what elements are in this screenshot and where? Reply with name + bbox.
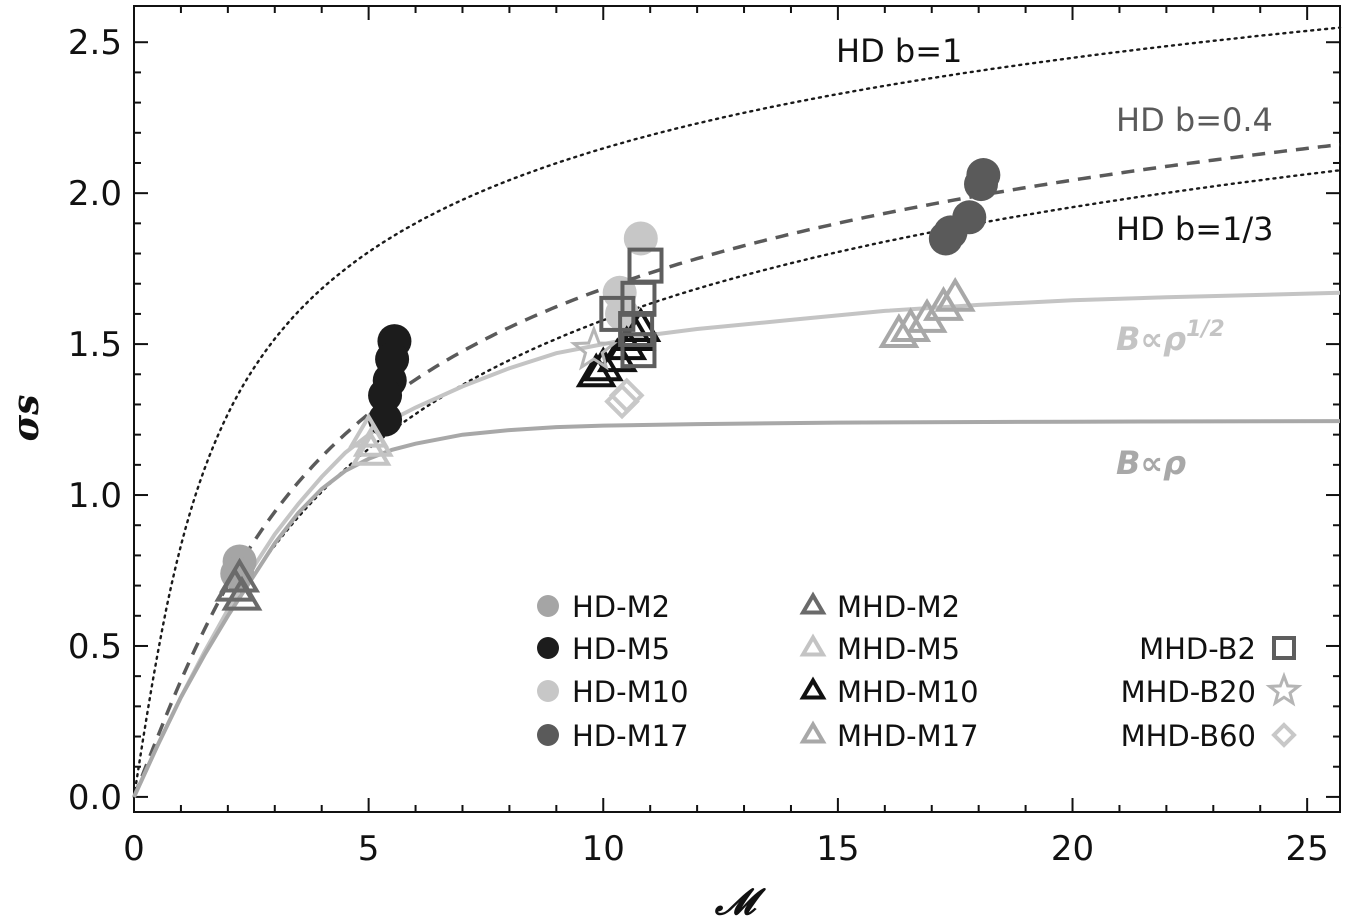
point-mhd-m10 [582,346,624,382]
legend-label-hd-m10: HD-M10 [572,675,689,709]
x-tick-label: 5 [358,829,380,869]
legend-marker-hd-m2 [537,595,559,617]
point-hd-m17 [928,221,963,256]
legend-marker-hd-m10 [537,680,559,702]
point-mhd-m5 [350,430,392,466]
point-mhd-m17 [906,298,948,333]
point-mhd-m5 [352,421,394,457]
label-hd-b04: HD b=0.4 [1116,101,1273,139]
y-tick-label: 0.0 [68,778,122,818]
legend-marker-mhd-m10 [799,676,827,700]
legend-marker-mhd-m5 [799,633,827,657]
legend-label-mhd-b2: MHD-B2 [1139,632,1256,666]
point-mhd-b60 [608,377,645,414]
legend-marker-hd-m5 [537,637,559,659]
legend-label-mhd-b60: MHD-B60 [1121,719,1256,753]
label-hd-b13: HD b=1/3 [1116,210,1274,248]
point-mhd-b20 [569,324,618,371]
x-tick-label: 25 [1286,829,1329,869]
y-tick-label: 0.5 [68,627,122,667]
legend-label-mhd-b20: MHD-B20 [1121,675,1256,709]
x-axis-title: 𝓜 [714,881,766,919]
legend-label-hd-m2: HD-M2 [572,590,670,624]
point-mhd-m17 [934,276,976,312]
curve-hd-b04 [132,142,1341,798]
legend-label-mhd-m2: MHD-M2 [837,590,960,624]
x-tick-label: 0 [123,829,145,869]
curve-hd-b1 [132,26,1342,799]
legend-label-mhd-m5: MHD-M5 [837,632,960,666]
point-hd-m10 [623,221,658,256]
point-hd-m5 [368,378,403,413]
y-tick-label: 1.0 [68,476,122,516]
legend: HD-M2 HD-M5 HD-M10 HD-M17 MHD-M2 MHD-M5 MHD-M1… [537,590,1303,753]
x-tick-label: 10 [582,829,625,869]
point-mhd-b2 [620,332,657,369]
point-hd-m17 [964,167,999,202]
legend-label-hd-m17: HD-M17 [572,719,689,753]
y-tick-label: 2.5 [68,23,122,63]
label-hd-b1: HD b=1 [836,32,962,70]
legend-marker-mhd-b20 [1265,671,1303,707]
legend-marker-hd-m17 [537,724,559,746]
x-axis-ticks: 0 5 10 15 20 25 [123,6,1329,869]
point-hd-m5 [368,402,403,437]
y-axis-title: σs [5,395,47,442]
legend-label-mhd-m17: MHD-M17 [837,719,979,753]
point-mhd-m2 [221,575,263,611]
point-mhd-m17 [922,286,964,321]
legend-marker-mhd-m2 [799,591,827,615]
plot-frame [133,5,1341,813]
legend-marker-mhd-b2 [1272,636,1296,660]
legend-marker-mhd-m17 [799,720,827,744]
legend-label-mhd-m10: MHD-M10 [837,675,979,709]
x-tick-label: 15 [816,829,859,869]
x-tick-label: 20 [1051,829,1094,869]
data-points [214,158,1001,611]
y-tick-label: 1.5 [68,325,122,365]
label-b-sqrt-rho: B∝ρ1/2 [1116,317,1225,358]
point-mhd-b60 [604,383,640,420]
point-mhd-b2 [618,311,655,348]
legend-label-hd-m5: HD-M5 [572,632,670,666]
y-axis-ticks: 0.0 0.5 1.0 1.5 2.0 2.5 [68,23,1340,818]
legend-marker-mhd-b60 [1271,722,1297,748]
y-tick-label: 2.0 [68,174,122,214]
curve-b-rho [132,419,1341,798]
label-b-rho: B∝ρ [1116,444,1186,482]
point-mhd-m17 [890,307,932,342]
label-b-sqrt-rho-exponent: 1/2 [1186,317,1225,342]
